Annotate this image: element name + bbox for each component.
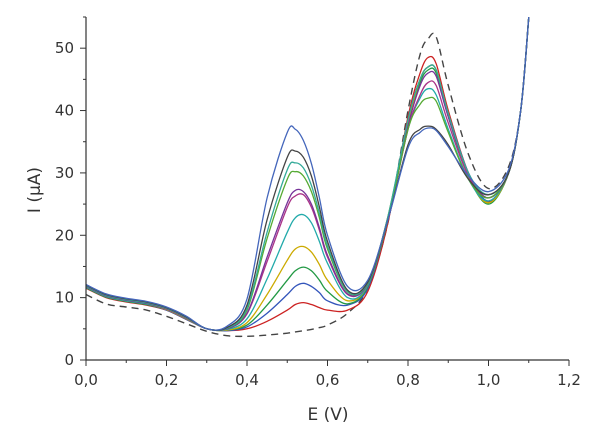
plot-lines bbox=[85, 16, 530, 338]
series-line-8 bbox=[85, 16, 530, 332]
y-tick-label: 10 bbox=[55, 289, 74, 307]
y-tick-label: 30 bbox=[55, 164, 74, 182]
y-tick-label: 50 bbox=[55, 39, 74, 57]
y-axis-title: I (µA) bbox=[25, 167, 45, 213]
series-line-7 bbox=[85, 16, 530, 332]
y-tick-label: 40 bbox=[55, 102, 74, 120]
x-axis-title: E (V) bbox=[307, 405, 348, 425]
x-tick-label: 0,0 bbox=[74, 371, 98, 389]
y-tick-label: 0 bbox=[64, 351, 74, 369]
series-line-11 bbox=[85, 16, 530, 331]
series-line-9 bbox=[85, 16, 530, 331]
x-tick-label: 1,2 bbox=[557, 371, 581, 389]
x-tick-label: 1,0 bbox=[477, 371, 501, 389]
x-tick-label: 0,6 bbox=[316, 371, 340, 389]
series-line-4 bbox=[85, 16, 530, 332]
series-line-12 bbox=[85, 16, 530, 331]
y-tick-label: 20 bbox=[55, 226, 74, 244]
x-tick-label: 0,8 bbox=[396, 371, 420, 389]
series-line-10 bbox=[85, 16, 530, 332]
x-tick-label: 0,4 bbox=[235, 371, 259, 389]
series-line-6 bbox=[85, 16, 530, 332]
axes: 0,0 0,2 0,4 0,6 0,8 1,0 1,2 0 10 20 30 40 50 bbox=[55, 16, 581, 389]
series-line-1 bbox=[85, 16, 530, 338]
x-tick-label: 0,2 bbox=[155, 371, 179, 389]
